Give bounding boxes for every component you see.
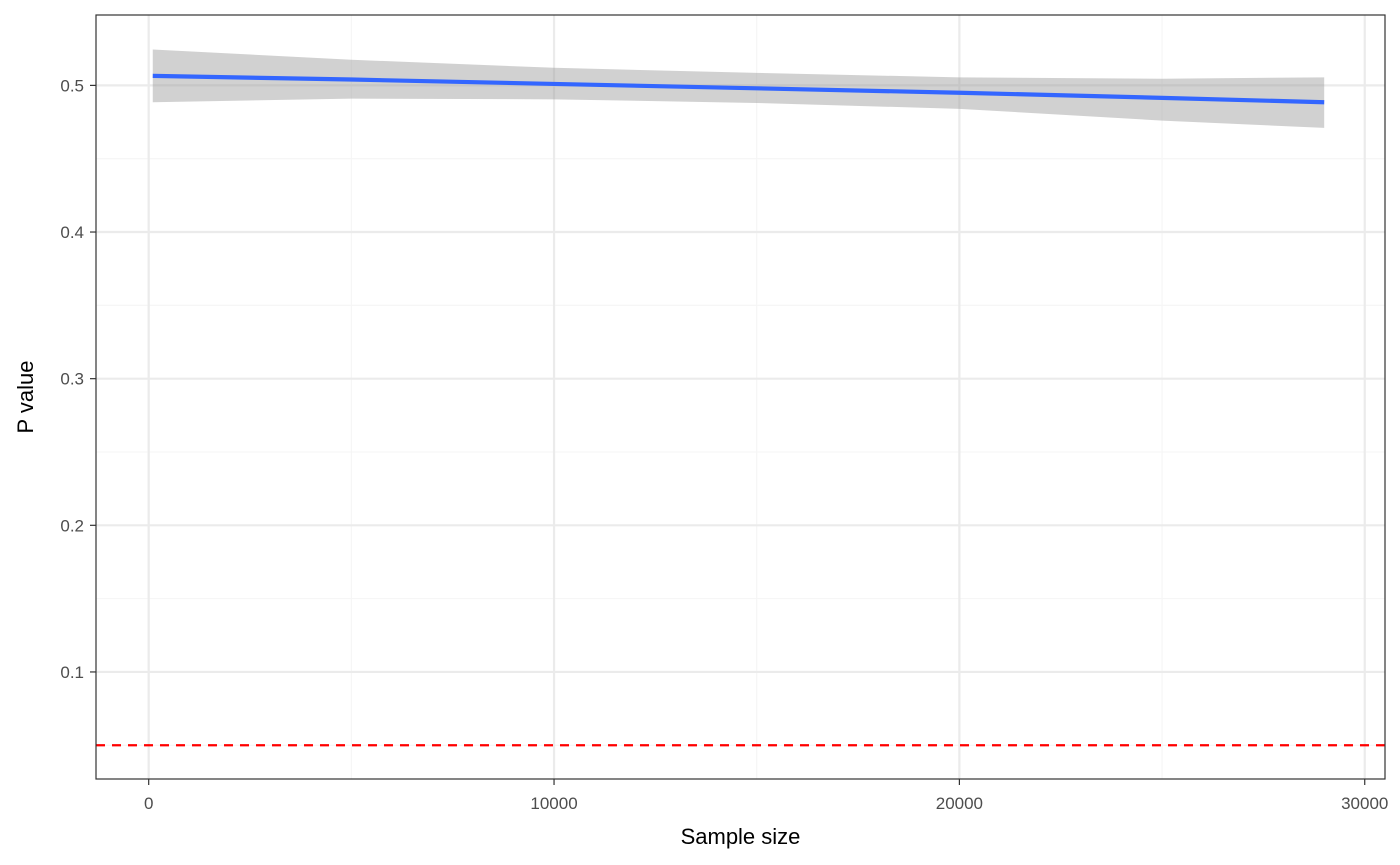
y-tick-label: 0.1 [60,663,84,682]
series-lines [152,73,1325,105]
x-tick-label: 10000 [530,794,577,813]
panel-border [95,14,1386,780]
major-gridlines [96,15,1385,779]
x-axis-title: Sample size [681,824,801,849]
x-tick-label: 30000 [1341,794,1388,813]
y-tick-label: 0.4 [60,223,84,242]
y-tick-label: 0.2 [60,516,84,535]
y-axis-ticks: 0.1 0.2 0.3 0.4 0.5 [60,76,96,682]
plot-background [96,15,1385,779]
y-tick-label: 0.5 [60,76,84,95]
x-tick-label: 0 [144,794,153,813]
x-axis-ticks: 0 10000 20000 30000 [144,779,1388,813]
x-tick-label: 20000 [936,794,983,813]
smooth-trend-line [152,73,1325,105]
y-axis-title: P value [13,361,38,434]
y-tick-label: 0.3 [60,370,84,389]
